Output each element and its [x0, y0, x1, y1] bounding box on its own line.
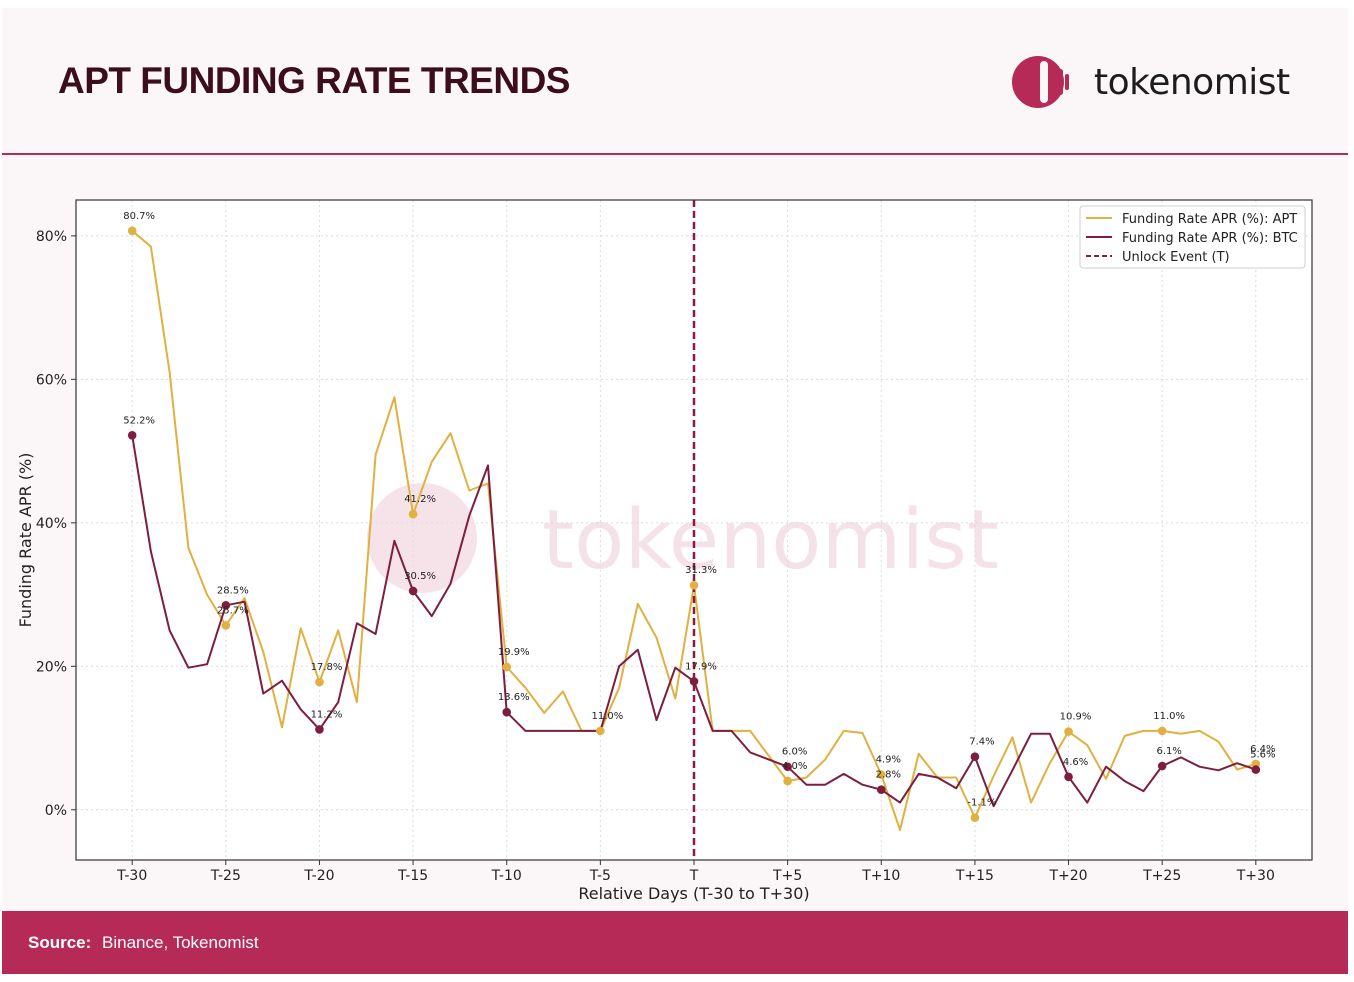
apt-marker [502, 662, 512, 672]
source-text: Binance, Tokenomist [102, 933, 259, 952]
x-tick-label: T-25 [210, 868, 241, 884]
apt-marker [876, 770, 886, 779]
data-label: 4.9% [876, 755, 901, 766]
tokenomist-logo-icon [1012, 56, 1069, 108]
btc-marker [408, 586, 418, 596]
btc-marker [127, 431, 137, 440]
btc-marker [876, 785, 886, 794]
apt-marker [408, 509, 418, 519]
data-label: 52.2% [123, 415, 155, 426]
data-label: 11.2% [311, 709, 343, 720]
data-label: 17.9% [685, 661, 717, 672]
report-card: APT FUNDING RATE TRENDS tokenomist token… [2, 8, 1348, 974]
x-tick-label: T-10 [491, 868, 522, 884]
data-label: 5.6% [1250, 750, 1275, 761]
x-tick-label: T+15 [955, 868, 994, 884]
x-tick-label: T-30 [116, 868, 147, 884]
x-axis-label: Relative Days (T-30 to T+30) [578, 884, 809, 903]
y-tick-label: 20% [36, 659, 67, 675]
page-title: APT FUNDING RATE TRENDS [58, 60, 570, 101]
x-tick-label: T-5 [589, 868, 611, 884]
data-label: 4.6% [1063, 757, 1088, 768]
apt-marker [315, 677, 324, 687]
data-label: 28.5% [217, 585, 249, 596]
btc-marker [221, 601, 231, 610]
x-tick-label: T [689, 868, 699, 884]
x-tick-label: T-15 [397, 868, 428, 884]
x-tick-label: T+5 [772, 868, 802, 884]
header: APT FUNDING RATE TRENDS tokenomist [2, 8, 1348, 155]
x-tick-label: T+25 [1142, 868, 1181, 884]
data-label: -1.1% [967, 798, 996, 809]
y-axis-label: Funding Rate APR (%) [16, 453, 35, 628]
apt-marker [1064, 727, 1073, 736]
footer: Source: Binance, Tokenomist [2, 911, 1348, 974]
data-label: 6.1% [1156, 746, 1181, 757]
data-label: 11.0% [591, 711, 623, 722]
source-label: Source: [28, 933, 92, 952]
data-label: 4.0% [782, 761, 807, 772]
apt-marker [221, 621, 231, 630]
legend-box [1079, 205, 1306, 269]
brand: tokenomist [1012, 52, 1290, 112]
data-label: 10.9% [1060, 712, 1092, 723]
apt-marker [783, 776, 792, 786]
apt-marker [1157, 726, 1167, 736]
x-tick-label: T+30 [1236, 868, 1275, 884]
btc-marker [970, 752, 980, 761]
data-label: 25.7% [217, 605, 249, 616]
legend-item-btc-label: Funding Rate APR (%): BTC [1122, 231, 1298, 246]
y-tick-label: 40% [36, 516, 67, 532]
chart-area: tokenomist T-30 T-25 T-20 T-15 T-10 T-5 T T+5 T+1… [2, 178, 1348, 908]
btc-marker [783, 762, 792, 772]
watermark: tokenomist [367, 483, 999, 593]
watermark-text: tokenomist [542, 493, 999, 588]
legend-item-apt-label: Funding Rate APR (%): APT [1122, 212, 1297, 227]
legend-item-unlock-label: Unlock Event (T) [1122, 250, 1230, 265]
data-label: 30.5% [404, 571, 436, 582]
btc-marker [1064, 772, 1073, 782]
legend: Funding Rate APR (%): APT Funding Rate AP… [1079, 205, 1306, 269]
data-label: 80.7% [123, 211, 155, 222]
data-label: 2.8% [876, 770, 901, 781]
data-label: 7.4% [969, 737, 994, 748]
funding-rate-chart: tokenomist T-30 T-25 T-20 T-15 T-10 T-5 T T+5 T+1… [16, 199, 1313, 903]
apt-marker [127, 226, 137, 236]
data-label: 19.9% [498, 647, 530, 658]
watermark-logo-icon [367, 483, 477, 593]
source-line: Source: Binance, Tokenomist [28, 933, 259, 953]
data-label: 6.0% [782, 747, 807, 758]
y-tick-label: 60% [36, 372, 67, 388]
data-label: 13.6% [498, 692, 530, 703]
data-label: 41.2% [404, 494, 436, 505]
data-label: 31.3% [685, 565, 717, 576]
btc-marker [1157, 761, 1167, 771]
btc-marker [315, 725, 324, 734]
plot-frame [75, 199, 1313, 861]
x-tick-label: T+10 [861, 868, 900, 884]
btc-marker [502, 707, 512, 717]
data-label: 6.4% [1250, 744, 1275, 755]
data-label: 11.0% [1153, 711, 1185, 722]
apt-marker [689, 580, 699, 590]
x-tick-label: T+20 [1048, 868, 1087, 884]
brand-name: tokenomist [1094, 61, 1290, 103]
apt-marker [596, 726, 605, 736]
data-label: 17.8% [311, 662, 343, 673]
y-tick-label: 0% [45, 803, 67, 819]
apt-marker [970, 813, 980, 822]
y-tick-label: 80% [36, 229, 67, 245]
btc-marker [689, 677, 699, 686]
btc-marker [1251, 765, 1261, 774]
x-tick-label: T-20 [303, 868, 334, 884]
